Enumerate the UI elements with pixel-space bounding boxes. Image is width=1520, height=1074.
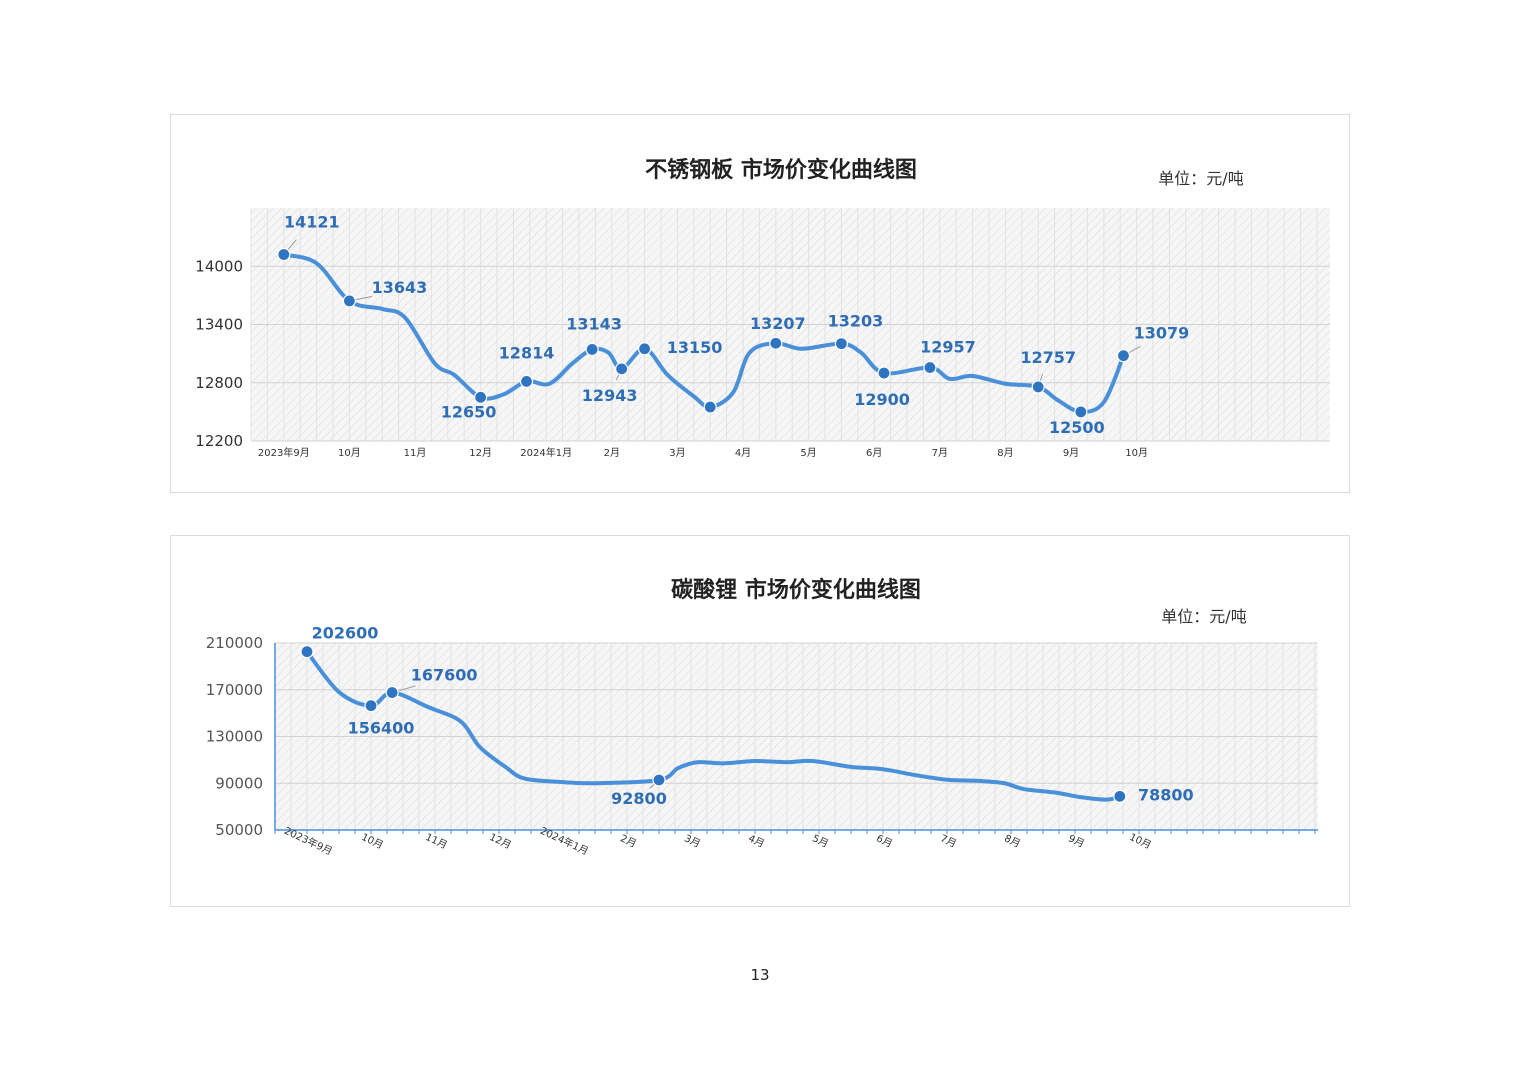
x-tick-label: 2024年1月	[520, 446, 572, 459]
data-label: 12814	[499, 343, 555, 362]
data-label: 13079	[1134, 324, 1190, 343]
data-point	[652, 773, 666, 787]
x-tick-label: 12月	[469, 447, 492, 459]
data-label: 14121	[284, 213, 340, 232]
x-tick-label: 10月	[338, 447, 361, 459]
x-tick-label: 10月	[359, 831, 385, 851]
data-point	[277, 247, 291, 262]
x-tick-label: 2月	[618, 832, 638, 850]
y-tick-label: 13400	[195, 316, 243, 334]
x-tick-label: 2月	[604, 447, 620, 459]
data-point	[1074, 405, 1088, 419]
x-tick-label: 2023年9月	[258, 446, 310, 459]
data-point	[923, 360, 937, 375]
data-point	[769, 336, 783, 350]
chart-svg-lithium-carbonate: 碳酸锂 市场价变化曲线图 单位：元/吨 50000 90000 130000 1700…	[206, 577, 1318, 858]
data-label: 156400	[348, 719, 415, 738]
data-point	[703, 400, 717, 414]
unit-label: 单位：元/吨	[1158, 169, 1243, 188]
data-point	[342, 294, 356, 308]
y-tick-label: 50000	[215, 821, 263, 839]
data-label: 167600	[411, 666, 478, 685]
x-tick-label: 8月	[997, 447, 1013, 459]
data-label: 12900	[854, 390, 910, 409]
data-point	[300, 645, 314, 659]
data-point	[638, 342, 652, 356]
data-label: 12500	[1049, 418, 1105, 437]
data-point	[1031, 380, 1045, 394]
x-tick-label: 5月	[800, 447, 816, 459]
data-point	[1116, 349, 1131, 363]
data-label: 12757	[1020, 348, 1076, 367]
data-label: 13150	[667, 338, 723, 357]
y-tick-label: 130000	[206, 728, 263, 746]
y-tick-label: 90000	[215, 774, 263, 792]
chart-title: 碳酸锂 市场价变化曲线图	[671, 577, 921, 603]
y-tick-label: 12800	[195, 374, 243, 392]
x-tick-label: 11月	[404, 447, 427, 459]
x-tick-label: 3月	[682, 832, 702, 850]
data-label: 92800	[611, 789, 667, 808]
x-tick-label: 12月	[487, 831, 513, 851]
x-tick-label: 4月	[746, 832, 766, 850]
x-tick-label: 4月	[735, 447, 751, 459]
data-label: 13207	[750, 314, 806, 333]
data-label: 13643	[372, 278, 428, 297]
data-label: 13143	[566, 314, 622, 333]
chart-panel-lithium-carbonate: 碳酸锂 市场价变化曲线图 单位：元/吨 50000 90000 130000 1700…	[170, 535, 1350, 907]
x-tick-label: 9月	[1063, 447, 1079, 459]
chart-title: 不锈钢板 市场价变化曲线图	[645, 157, 917, 183]
data-point	[585, 342, 599, 357]
x-tick-label: 6月	[874, 832, 894, 850]
data-point	[877, 366, 891, 380]
data-label: 12943	[582, 386, 638, 405]
data-label: 78800	[1138, 785, 1194, 804]
data-label: 202600	[312, 624, 379, 643]
data-point	[834, 337, 849, 351]
x-tick-label: 8月	[1002, 832, 1022, 850]
x-tick-label: 7月	[932, 447, 948, 459]
x-tick-label: 9月	[1066, 832, 1086, 850]
y-tick-label: 14000	[195, 257, 243, 275]
data-point	[364, 699, 378, 713]
x-tick-label: 6月	[866, 447, 882, 459]
data-point	[519, 374, 534, 388]
x-tick-label: 3月	[669, 447, 685, 459]
x-tick-label: 5月	[810, 832, 830, 850]
page-number: 13	[750, 966, 770, 984]
chart-svg-stainless-steel: 不锈钢板 市场价变化曲线图 单位：元/吨 12200 12800 13400 1400…	[195, 157, 1330, 459]
x-tick-label: 7月	[938, 832, 958, 850]
data-label: 13203	[828, 312, 884, 331]
chart-panel-stainless-steel: 不锈钢板 市场价变化曲线图 单位：元/吨 12200 12800 13400 1400…	[170, 114, 1350, 493]
x-tick-label: 10月	[1125, 447, 1148, 459]
series-line	[281, 252, 1126, 414]
data-point	[385, 685, 399, 700]
data-point	[615, 362, 629, 376]
y-tick-label: 210000	[206, 634, 263, 652]
data-point	[1113, 789, 1127, 803]
x-tick-label: 10月	[1127, 831, 1153, 851]
data-label: 12957	[920, 338, 976, 357]
data-label: 12650	[441, 402, 497, 421]
series-line	[305, 649, 1122, 802]
y-tick-label: 170000	[206, 681, 263, 699]
unit-label: 单位：元/吨	[1161, 607, 1246, 626]
y-tick-label: 12200	[195, 432, 243, 450]
x-tick-label: 11月	[423, 831, 449, 851]
data-point	[474, 390, 488, 404]
